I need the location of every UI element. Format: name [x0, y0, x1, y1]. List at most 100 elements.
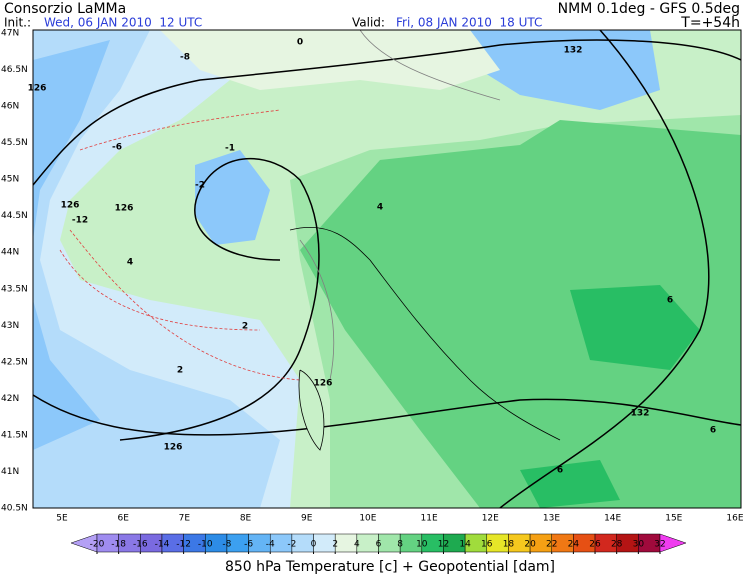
- sea-area: [33, 30, 280, 508]
- colorbar-tick-label: -10: [198, 540, 213, 550]
- colorbar: -20 -18 -16 -14 -12 -10 -8 -6 -4 -2 0 2 4 6 8 10 12 14 16 1…: [70, 533, 687, 554]
- init-value: Wed, 06 JAN 2010 12 UTC: [44, 16, 202, 30]
- sea-area: [33, 300, 100, 450]
- colorbar-tick-label: 32: [654, 540, 665, 550]
- lon-label: 8E: [240, 514, 252, 524]
- cold-area: [195, 150, 270, 245]
- lon-label: 11E: [421, 514, 438, 524]
- contour-label: 6: [557, 466, 563, 476]
- lat-label: 46.5N: [1, 65, 28, 75]
- contour-label: 6: [710, 426, 716, 436]
- lead-time: T=+54h: [680, 15, 740, 31]
- lon-label: 13E: [543, 514, 560, 524]
- temperature-contour: [59, 109, 301, 381]
- geopotential-contour: [33, 394, 741, 436]
- colorbar-tick-label: 24: [568, 540, 580, 550]
- cold-area: [470, 30, 660, 110]
- contour-label: 2: [177, 366, 183, 376]
- model: NMM 0.1deg - GFS 0.5deg: [558, 1, 740, 17]
- colorbar-tick-label: 30: [633, 540, 645, 550]
- colorbar-tick-label: 0: [311, 540, 317, 550]
- lat-label: 41N: [1, 467, 19, 477]
- lon-label: 5E: [56, 514, 68, 524]
- colorbar-tick-label: 22: [546, 540, 557, 550]
- warm-core: [570, 285, 700, 370]
- sea-area: [33, 40, 110, 240]
- colorbar-tick-label: -20: [90, 540, 105, 550]
- colorbar-tick-label: 12: [438, 540, 449, 550]
- contour-label: 126: [314, 379, 333, 389]
- contour-label: 6: [667, 296, 673, 306]
- init-label: Init.:: [4, 16, 31, 30]
- colorbar-tick-label: -16: [133, 540, 148, 550]
- lon-label: 7E: [179, 514, 191, 524]
- lat-label: 43.5N: [1, 284, 28, 294]
- map: [32, 29, 742, 509]
- title: Consorzio LaMMa: [4, 1, 126, 17]
- geopotential-contour: [33, 39, 741, 186]
- contour-label: 126: [115, 204, 134, 214]
- map-frame: [32, 29, 742, 509]
- colorbar-caption: 850 hPa Temperature [c] + Geopotential […: [225, 559, 555, 575]
- colorbar-tick-label: -18: [111, 540, 126, 550]
- colorbar-tick-label: -12: [176, 540, 191, 550]
- colorbar-tick-label: 2: [332, 540, 338, 550]
- colorbar-tick-label: -8: [222, 540, 231, 550]
- lat-label: 43N: [1, 321, 19, 331]
- contour-label: 4: [377, 203, 383, 213]
- colorbar-tick-label: 8: [397, 540, 403, 550]
- contour-label: 4: [127, 258, 133, 268]
- colorbar-tick-label: 10: [416, 540, 428, 550]
- contour-label: -1: [225, 144, 235, 154]
- lon-label: 16E: [726, 514, 743, 524]
- lat-label: 44.5N: [1, 211, 28, 221]
- colorbar-tick-label: 14: [459, 540, 471, 550]
- border-line: [299, 30, 501, 381]
- contour-label: -12: [72, 216, 88, 226]
- geopotential-contour: [499, 30, 710, 508]
- colorbar-end: [659, 533, 687, 553]
- colorbar-tick-label: 18: [503, 540, 515, 550]
- lat-label: 45.5N: [1, 138, 28, 148]
- lon-label: 6E: [117, 514, 129, 524]
- colorbar-tick-label: 6: [376, 540, 382, 550]
- lon-label: 15E: [665, 514, 682, 524]
- colorbar-tick-label: -4: [266, 540, 275, 550]
- warm-area: [300, 120, 741, 508]
- contour-label: -2: [195, 181, 205, 191]
- lat-label: 42N: [1, 394, 19, 404]
- valid-value: Fri, 08 JAN 2010 18 UTC: [396, 16, 542, 30]
- lat-label: 40.5N: [1, 504, 28, 514]
- colorbar-tick-label: 26: [589, 540, 601, 550]
- lat-label: 45N: [1, 175, 19, 185]
- coastline: [289, 226, 561, 441]
- colorbar-tick-label: -2: [287, 540, 296, 550]
- colorbar-tick-label: -6: [244, 540, 253, 550]
- lon-label: 9E: [301, 514, 313, 524]
- contour-label: 0: [297, 38, 303, 48]
- lat-label: 42.5N: [1, 357, 28, 367]
- colorbar-tick-label: 4: [354, 540, 360, 550]
- colorbar-tick-label: 20: [524, 540, 536, 550]
- lat-label: 46N: [1, 102, 19, 112]
- warm-core: [520, 460, 620, 508]
- colorbar-tick-label: -14: [155, 540, 170, 550]
- contour-label: -6: [112, 143, 122, 153]
- contour-label: 126: [28, 84, 47, 94]
- colorbar-tick-label: 16: [481, 540, 493, 550]
- island: [298, 369, 325, 451]
- geopotential-contour: [119, 158, 320, 441]
- contour-label: 126: [61, 201, 80, 211]
- contour-label: 2: [242, 322, 248, 332]
- contour-label: 132: [631, 409, 650, 419]
- lat-label: 41.5N: [1, 430, 28, 440]
- contour-label: 126: [164, 443, 183, 453]
- contour-label: -8: [180, 53, 190, 63]
- lon-label: 10E: [359, 514, 376, 524]
- valid-label: Valid:: [352, 16, 385, 30]
- lat-label: 47N: [1, 29, 19, 39]
- lat-label: 44N: [1, 248, 19, 258]
- colorbar-tick-label: 28: [611, 540, 623, 550]
- contour-label: 132: [564, 46, 583, 56]
